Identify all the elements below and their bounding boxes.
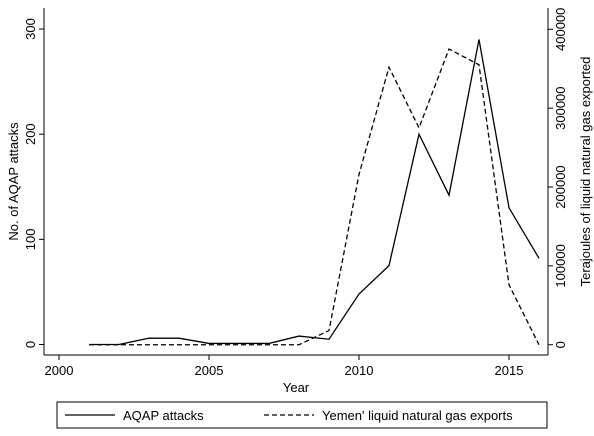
y2-axis-label: Terajoules of liquid natural gas exporte… — [578, 57, 593, 287]
legend-label: AQAP attacks — [123, 408, 204, 423]
y2-tick-label: 400000 — [553, 8, 568, 51]
y2-tick-label: 0 — [553, 341, 568, 348]
legend-box — [56, 401, 548, 429]
y2-tick-label: 200000 — [553, 165, 568, 208]
legend-label: Yemen' liquid natural gas exports — [322, 408, 513, 423]
x-axis-label: Year — [283, 380, 310, 395]
x-tick-label: 2000 — [45, 363, 74, 378]
series-line — [89, 48, 540, 346]
x-tick-label: 2015 — [495, 363, 524, 378]
x-tick-label: 2010 — [345, 363, 374, 378]
y2-tick-label: 100000 — [553, 244, 568, 287]
y-tick-label: 100 — [23, 228, 38, 250]
y-tick-label: 300 — [23, 18, 38, 40]
x-tick-label: 2005 — [195, 363, 224, 378]
y-tick-label: 0 — [23, 341, 38, 348]
y-axis-label: No. of AQAP attacks — [6, 122, 21, 241]
series-line — [89, 39, 540, 346]
y2-tick-label: 300000 — [553, 86, 568, 129]
y-tick-label: 200 — [23, 123, 38, 145]
